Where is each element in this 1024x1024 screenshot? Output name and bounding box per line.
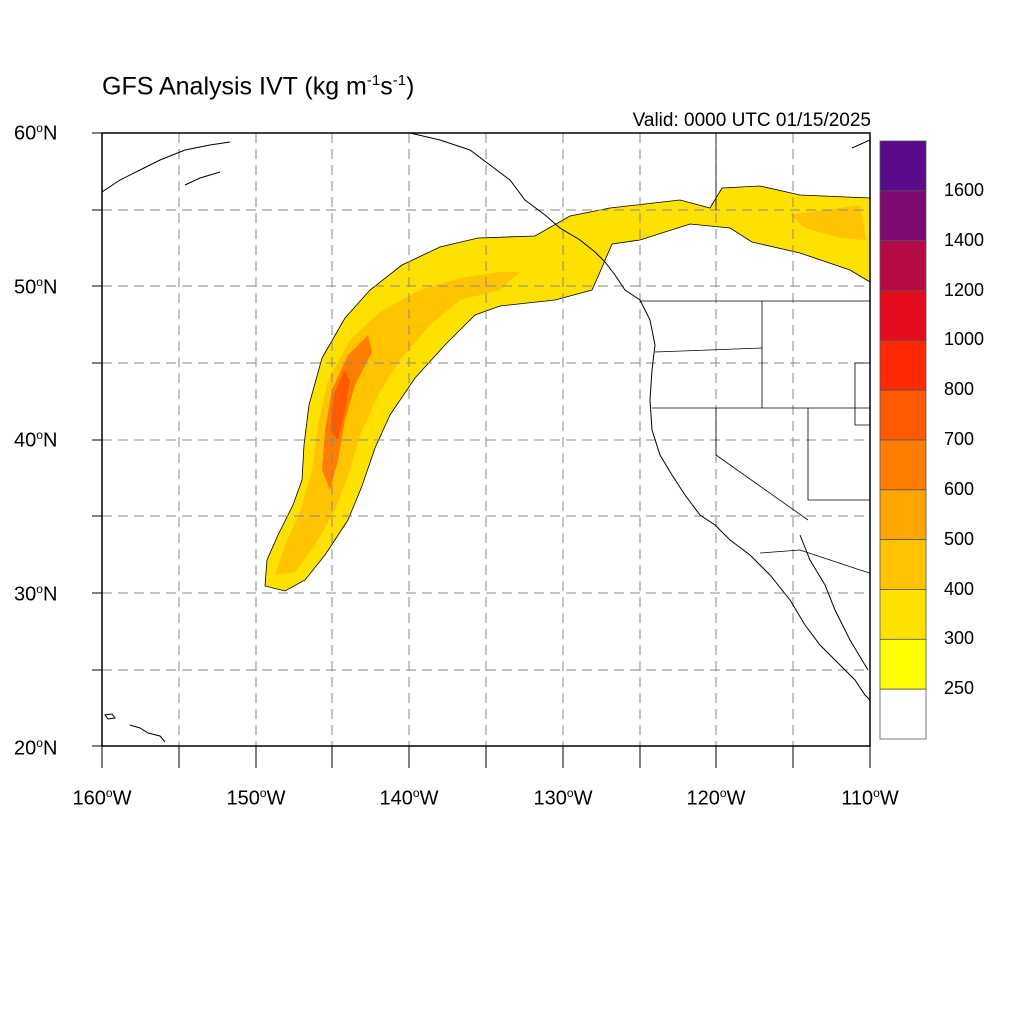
graticule <box>102 133 870 746</box>
colorbar-label: 1000 <box>944 329 985 350</box>
ivt-plume-mid <box>275 272 520 575</box>
colorbar-bin <box>879 539 927 590</box>
axis-ticks <box>92 132 871 768</box>
colorbar-bin <box>879 339 927 391</box>
lon-label-160w: 160oW <box>72 786 132 810</box>
colorbar-bin <box>879 489 927 541</box>
chart-title: GFS Analysis IVT (kg m-1s-1) <box>102 72 415 101</box>
lat-label-40: 40oN <box>14 428 58 452</box>
colorbar-bin <box>879 589 927 640</box>
colorbar-bin <box>879 140 927 192</box>
colorbar-bin <box>879 638 927 690</box>
colorbar-label: 500 <box>944 528 975 549</box>
colorbar-bin <box>879 190 927 242</box>
lat-label-20: 20oN <box>14 736 58 760</box>
colorbar-label: 1600 <box>944 179 985 200</box>
lon-label-120w: 120oW <box>686 786 746 810</box>
colorbar-bin <box>879 240 927 291</box>
lon-label-150w: 150oW <box>226 786 286 810</box>
lat-label-50: 50oN <box>14 275 58 299</box>
colorbar-bin <box>879 389 927 441</box>
colorbar-bin <box>879 290 927 341</box>
lon-label-130w: 130oW <box>533 786 593 810</box>
colorbar-label: 300 <box>944 628 975 649</box>
lon-label-110w: 110oW <box>841 786 899 810</box>
colorbar-label: 1400 <box>944 229 985 250</box>
colorbar-label: 1200 <box>944 279 985 300</box>
colorbar-bin <box>879 688 927 740</box>
colorbar-label: 400 <box>944 578 975 599</box>
colorbar-bin <box>879 439 927 491</box>
ivt-plume-max <box>330 370 350 440</box>
lon-label-140w: 140oW <box>379 786 439 810</box>
ivt-plume-core <box>322 335 372 490</box>
political-borders <box>640 133 870 574</box>
ivt-plume-mid-north <box>790 205 866 240</box>
colorbar <box>879 140 927 740</box>
colorbar-label: 250 <box>944 678 975 699</box>
ivt-plume <box>264 185 870 592</box>
lat-label-60: 60oN <box>14 121 58 145</box>
colorbar-label: 800 <box>944 379 975 400</box>
valid-time: Valid: 0000 UTC 01/15/2025 <box>632 110 871 131</box>
colorbar-label: 600 <box>944 478 975 499</box>
coastlines <box>102 133 870 743</box>
lat-label-30: 30oN <box>14 582 58 606</box>
ivt-plume-outer <box>264 185 870 592</box>
colorbar-label: 700 <box>944 429 975 449</box>
